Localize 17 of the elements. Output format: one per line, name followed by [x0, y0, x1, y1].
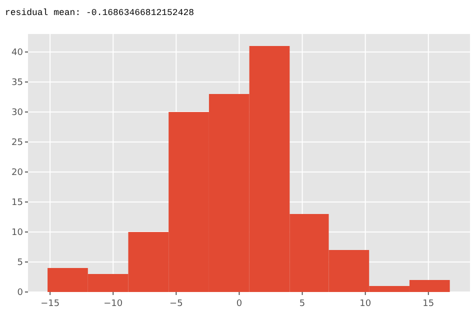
x-tick-label: −5 — [170, 299, 183, 309]
x-tick-label: 5 — [299, 299, 306, 309]
x-tick-label: −15 — [40, 299, 60, 309]
y-tick-label: 15 — [12, 198, 23, 208]
y-tick-label: 30 — [12, 108, 24, 118]
x-tick-label: 10 — [360, 299, 372, 309]
chart-title: residual mean: -0.16863466812152428 — [5, 8, 194, 18]
y-tick-label: 20 — [12, 168, 24, 178]
x-tick-label: −10 — [104, 299, 123, 309]
y-tick-label: 5 — [17, 258, 23, 268]
y-tick-label: 10 — [12, 228, 24, 238]
y-tick-label: 40 — [12, 48, 24, 58]
y-tick-label: 25 — [12, 138, 23, 148]
x-tick-label: 0 — [236, 299, 242, 309]
y-tick-label: 35 — [12, 78, 23, 88]
x-tick-label: 15 — [422, 299, 434, 309]
y-tick-label: 0 — [17, 288, 24, 298]
